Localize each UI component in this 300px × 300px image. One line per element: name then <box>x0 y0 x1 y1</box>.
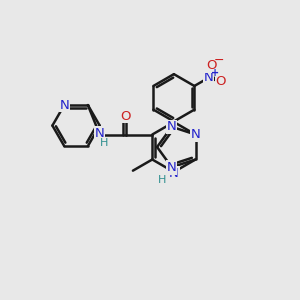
Text: N: N <box>167 120 177 133</box>
Text: N: N <box>169 167 179 180</box>
Text: N: N <box>190 128 200 141</box>
Text: N: N <box>190 128 200 141</box>
Text: H: H <box>100 139 108 148</box>
Text: O: O <box>206 59 216 72</box>
Text: H: H <box>158 175 167 185</box>
Text: O: O <box>215 75 226 88</box>
Text: N: N <box>95 127 105 140</box>
Text: N: N <box>204 71 214 84</box>
Text: +: + <box>211 68 219 78</box>
Text: N: N <box>167 161 177 174</box>
Text: −: − <box>214 54 225 67</box>
Text: O: O <box>121 110 131 122</box>
Text: N: N <box>59 99 69 112</box>
